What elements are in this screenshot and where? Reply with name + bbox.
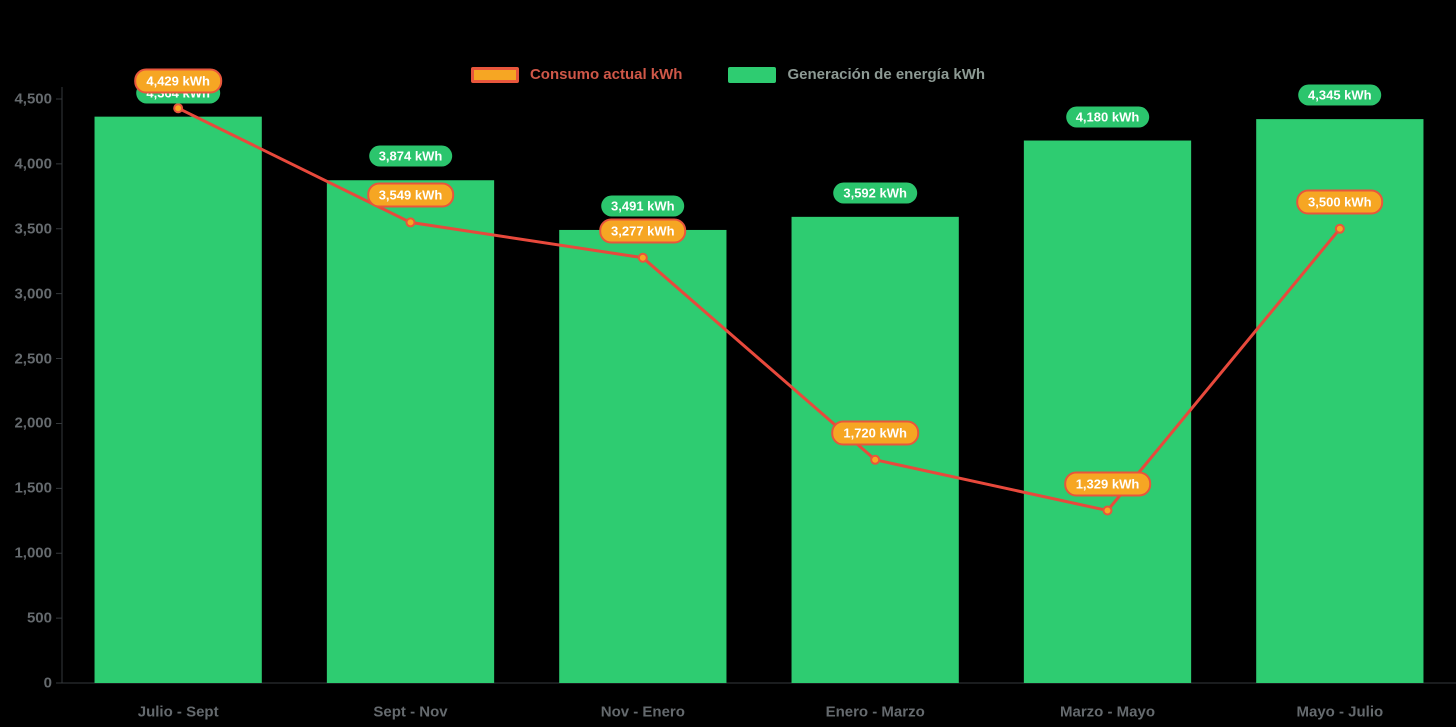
legend-label-consumo: Consumo actual kWh [529,66,683,83]
y-axis-tick-label: 1,000 [14,544,52,562]
y-axis-tick-label: 1,500 [14,479,52,497]
x-axis-category-label: Mayo - Julio [1296,703,1384,721]
x-axis-category-label: Julio - Sept [137,703,219,721]
x-axis-category-label: Enero - Marzo [825,703,925,721]
y-axis-tick-label: 4,000 [14,155,52,173]
line-point-Julio - Sept[interactable] [173,103,184,114]
bar-value-badge: 4,345 kWh [1298,84,1382,106]
line-point-Enero - Marzo[interactable] [870,454,881,465]
line-value-badge: 1,329 kWh [1063,471,1152,497]
bar-Marzo - Mayo[interactable] [1023,140,1192,684]
legend-item-generacion[interactable]: Generación de energía kWh [728,66,985,83]
y-axis-tick-label: 2,500 [14,350,52,368]
line-point-Sept - Nov[interactable] [405,217,416,228]
y-axis-tick-label: 3,500 [14,220,52,238]
line-value-badge: 1,720 kWh [831,420,919,446]
line-point-Mayo - Julio[interactable] [1334,223,1345,234]
chart-legend: Consumo actual kWh Generación de energía… [0,66,1456,83]
y-axis-tick-label: 4,500 [14,90,52,108]
y-axis-tick-label: 3,000 [14,285,52,303]
bar-Sept - Nov[interactable] [326,180,495,683]
bar-value-badge: 3,592 kWh [833,182,917,204]
bar-value-badge: 3,491 kWh [601,195,685,217]
legend-item-consumo[interactable]: Consumo actual kWh [470,66,683,83]
line-point-Nov - Enero[interactable] [637,252,648,263]
line-value-badge: 3,500 kWh [1296,189,1384,215]
y-axis-tick-label: 2,000 [14,414,52,432]
x-axis-category-label: Sept - Nov [373,703,448,721]
line-value-badge: 3,549 kWh [366,182,455,208]
line-value-badge: 4,429 kWh [134,68,222,94]
bar-Enero - Marzo[interactable] [791,216,959,683]
consumo-swatch-icon [470,66,519,83]
x-axis-category-label: Nov - Enero [600,703,685,721]
bar-Nov - Enero[interactable] [559,229,727,683]
line-value-badge: 3,277 kWh [599,218,687,244]
y-axis-tick-label: 500 [26,609,52,627]
generacion-swatch-icon [728,66,777,83]
line-point-Marzo - Mayo[interactable] [1102,505,1113,516]
axis-lines [56,87,1456,684]
x-axis-category-label: Marzo - Mayo [1059,703,1156,721]
bar-Julio - Sept[interactable] [94,116,262,683]
bar-value-badge: 3,874 kWh [368,145,453,167]
legend-label-generacion: Generación de energía kWh [787,66,986,83]
y-axis-tick-label: 0 [43,674,52,692]
bar-value-badge: 4,180 kWh [1065,106,1150,128]
